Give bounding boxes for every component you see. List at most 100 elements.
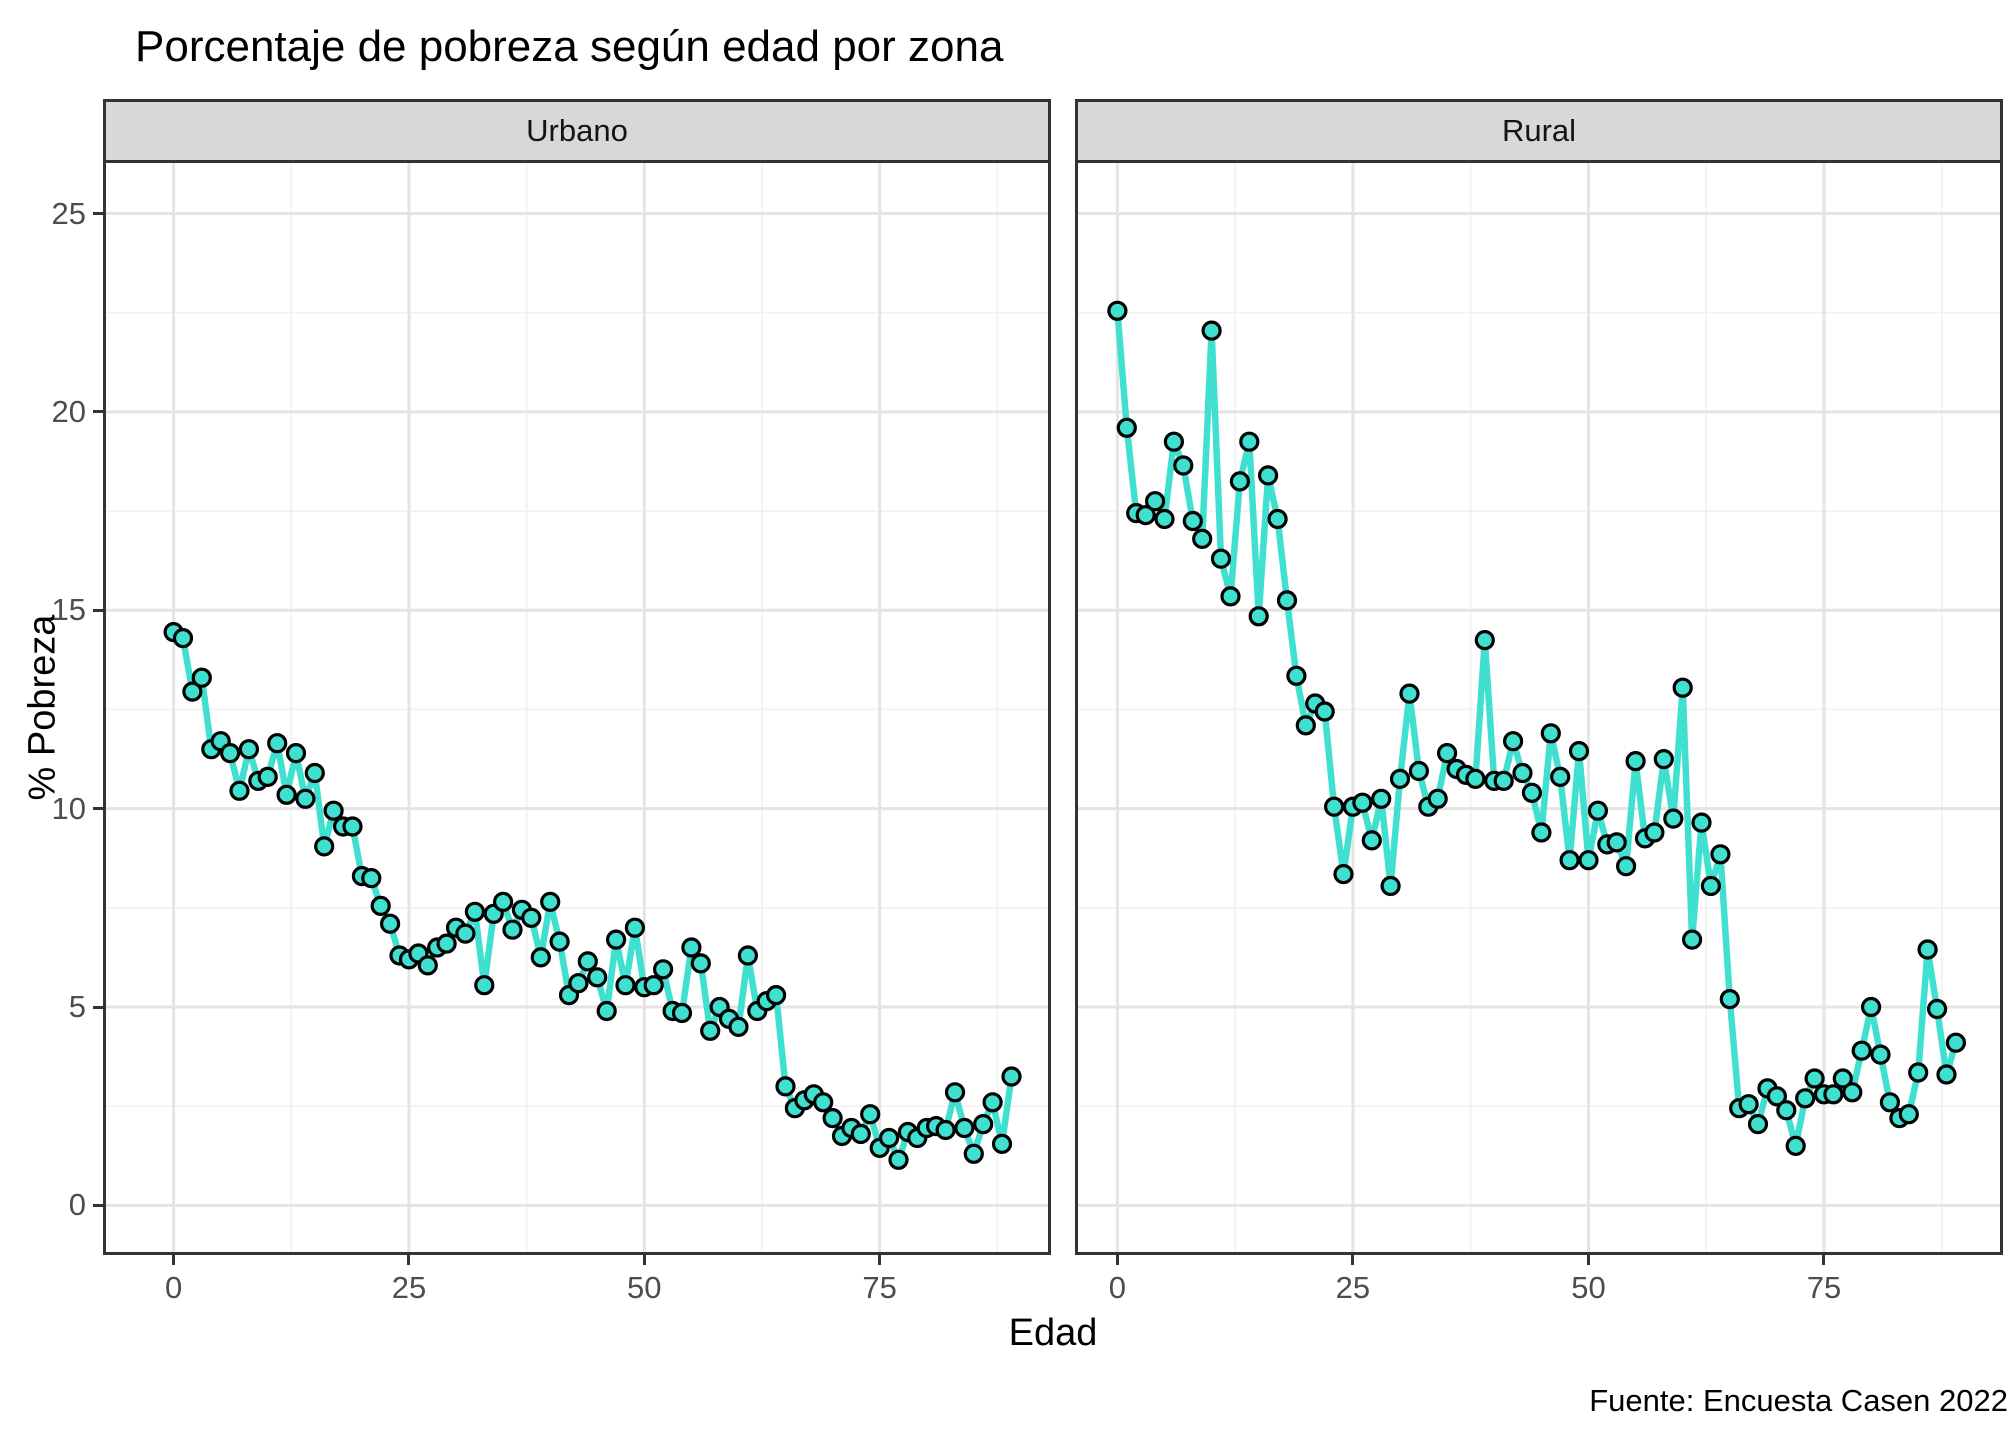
- data-point: [775, 1076, 796, 1097]
- data-point: [1804, 1068, 1825, 1089]
- data-point: [1314, 701, 1335, 722]
- x-axis-title: Edad: [1008, 1312, 1098, 1354]
- y-tick-label: 5: [68, 989, 86, 1025]
- x-tick-label: 0: [1108, 1270, 1127, 1305]
- data-point: [878, 1127, 900, 1149]
- data-point: [1663, 808, 1684, 829]
- data-point: [1144, 491, 1166, 512]
- data-point: [954, 1117, 975, 1139]
- data-point: [1465, 768, 1486, 790]
- data-point: [1578, 850, 1599, 871]
- y-tick-label: 15: [51, 592, 86, 628]
- data-point: [935, 1119, 956, 1141]
- data-point: [1945, 1032, 1967, 1053]
- caption: Fuente: Encuesta Casen 2022: [1589, 1383, 2008, 1418]
- y-tick-label: 0: [68, 1187, 86, 1223]
- data-point: [1173, 455, 1194, 476]
- data-point: [596, 1000, 617, 1022]
- facet-strip-label: Urbano: [526, 113, 628, 148]
- data-point: [436, 933, 457, 954]
- data-point: [1295, 715, 1316, 736]
- data-point: [229, 780, 250, 801]
- data-point: [944, 1082, 966, 1103]
- data-point: [1936, 1064, 1957, 1085]
- data-point: [1766, 1086, 1788, 1107]
- data-point: [1832, 1068, 1853, 1089]
- data-point: [860, 1104, 881, 1125]
- data-point: [540, 891, 561, 913]
- data-point: [1606, 832, 1627, 853]
- data-point: [1503, 731, 1524, 752]
- data-point: [1258, 465, 1279, 486]
- data-point: [1474, 630, 1495, 651]
- y-tick-label: 20: [51, 393, 86, 429]
- data-point: [1352, 792, 1373, 813]
- data-point: [1550, 766, 1571, 788]
- data-point: [765, 984, 787, 1006]
- data-point: [530, 947, 551, 968]
- data-point: [888, 1149, 909, 1170]
- data-point: [1182, 510, 1203, 532]
- facet-strip-label: Rural: [1501, 113, 1577, 148]
- y-axis-title: % Pobreza: [21, 614, 64, 801]
- data-point: [1926, 998, 1948, 1020]
- data-point: [1653, 748, 1674, 770]
- data-point: [1681, 929, 1703, 950]
- x-tick-label: 75: [862, 1270, 897, 1305]
- data-point: [1201, 320, 1222, 341]
- data-point: [690, 953, 711, 974]
- data-point: [1276, 590, 1298, 611]
- data-point: [1710, 844, 1731, 865]
- data-point: [1427, 788, 1448, 809]
- data-point: [1154, 508, 1175, 530]
- x-tick-mark: [1115, 1255, 1119, 1265]
- data-point: [1163, 431, 1185, 452]
- data-point: [219, 742, 241, 764]
- data-point: [1898, 1104, 1919, 1125]
- data-point: [1371, 788, 1392, 809]
- x-tick-mark: [878, 1255, 882, 1265]
- data-point: [182, 681, 203, 702]
- data-point: [1333, 863, 1354, 885]
- data-point: [1860, 996, 1882, 1018]
- data-point: [1210, 548, 1232, 569]
- data-point: [267, 733, 288, 754]
- data-point: [323, 800, 344, 821]
- data-point: [615, 975, 636, 996]
- y-tick-mark: [93, 410, 103, 414]
- data-point: [1192, 528, 1213, 549]
- data-point: [652, 959, 674, 980]
- data-point: [521, 907, 542, 928]
- data-point: [1785, 1135, 1806, 1157]
- data-point: [1399, 683, 1420, 704]
- data-point: [1625, 750, 1646, 772]
- data-point: [605, 929, 627, 950]
- x-tick-mark: [1586, 1255, 1590, 1265]
- data-point: [1512, 762, 1533, 784]
- data-point: [681, 937, 702, 958]
- data-point: [1795, 1088, 1816, 1109]
- data-point: [1644, 822, 1665, 843]
- series-line-urbano: [171, 629, 1015, 1164]
- y-tick-mark: [93, 807, 103, 811]
- data-point: [549, 931, 570, 952]
- panel-canvas-rural: [1078, 163, 2000, 1252]
- data-point: [1870, 1044, 1891, 1065]
- data-point: [1001, 1066, 1022, 1087]
- data-point: [361, 867, 382, 889]
- data-point: [728, 1016, 749, 1038]
- data-point: [1324, 796, 1345, 817]
- data-point: [1747, 1113, 1769, 1135]
- data-point: [1559, 850, 1580, 871]
- x-tick-label: 25: [391, 1270, 427, 1305]
- data-point: [464, 901, 485, 922]
- data-point: [822, 1107, 843, 1129]
- data-point: [1229, 471, 1250, 492]
- data-point: [1408, 760, 1429, 782]
- data-point: [973, 1113, 994, 1135]
- x-tick-label: 0: [164, 1270, 183, 1305]
- y-tick-mark: [93, 212, 103, 216]
- data-point: [991, 1133, 1013, 1155]
- data-point: [587, 967, 608, 988]
- data-point: [314, 836, 335, 857]
